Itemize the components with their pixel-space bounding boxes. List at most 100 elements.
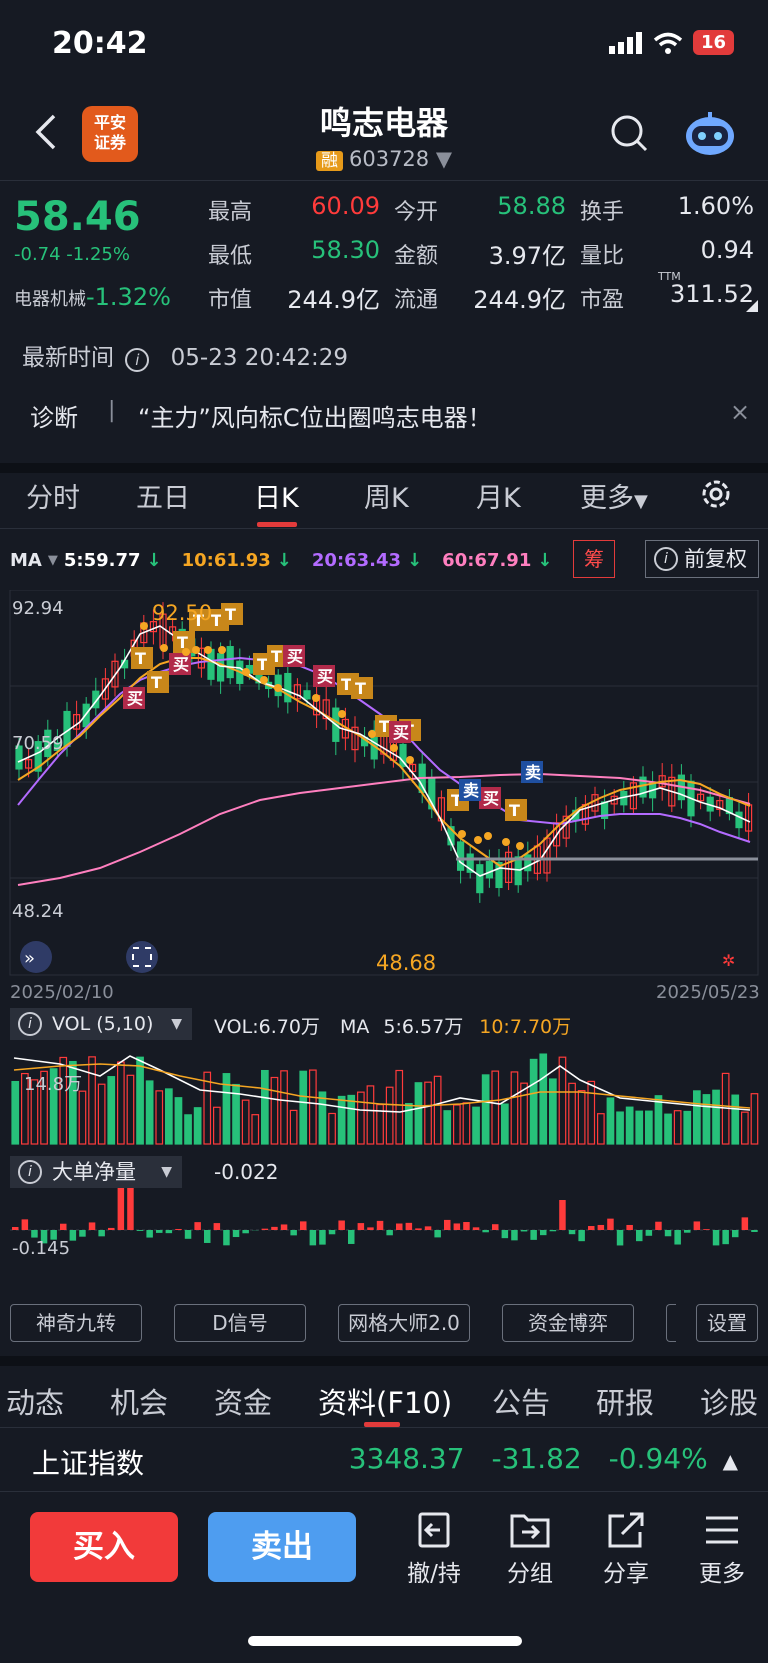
signal-dot: [484, 832, 492, 840]
market-index-row[interactable]: [0, 1428, 768, 1492]
sector-row[interactable]: 电器机械-1.32%: [14, 283, 171, 311]
volume-bar: [673, 1110, 682, 1145]
event-marker-icon[interactable]: ✲: [722, 951, 735, 970]
price-adjust-button[interactable]: i 前复权: [645, 540, 759, 578]
tab-f10[interactable]: 资料(F10): [318, 1386, 453, 1420]
volume-bar: [405, 1102, 413, 1145]
fund-game-button[interactable]: 资金博弈: [502, 1304, 634, 1342]
tab-daily-k[interactable]: 日K: [254, 483, 299, 514]
folder-icon: [510, 1514, 550, 1548]
net-bar: [98, 1230, 105, 1237]
volume-bar: [88, 1056, 96, 1145]
net-bar: [664, 1230, 672, 1237]
signal-dot: [390, 744, 398, 752]
net-bar: [732, 1230, 739, 1238]
signal-label: 买: [317, 667, 333, 686]
signal-badge: [123, 687, 145, 709]
net-bar: [511, 1230, 518, 1241]
volume-chart[interactable]: 14.8万: [0, 1040, 768, 1148]
close-icon[interactable]: ×: [730, 398, 751, 426]
big-order-indicator-selector[interactable]: i 大单净量 ▼: [10, 1156, 182, 1188]
cancel-hold-button[interactable]: 撤/持: [394, 1510, 474, 1588]
kline-chart[interactable]: TTTTTTTTTTTTTT买买买买买买卖卖 92.94 70.59 48.24…: [0, 590, 768, 1010]
candle-body: [524, 854, 532, 872]
volume-indicator-selector[interactable]: i VOL (5,10) ▼: [10, 1008, 192, 1040]
fullscreen-icon[interactable]: [126, 941, 158, 973]
signal-badge: [389, 721, 411, 743]
tab-intraday[interactable]: 分时: [26, 483, 80, 514]
grid-master-button[interactable]: 网格大师2.0: [338, 1304, 470, 1342]
tab-opportunity[interactable]: 机会: [110, 1386, 169, 1420]
diagnosis-text[interactable]: “主力”风向标C位出圈鸣志电器！: [138, 404, 492, 432]
low-label: 最低: [208, 244, 253, 269]
buy-button[interactable]: 买入: [30, 1512, 178, 1582]
amount-value: 3.97亿: [488, 242, 566, 270]
more-button[interactable]: 更多: [682, 1510, 762, 1588]
signal-label: T: [151, 673, 162, 692]
ma-legend[interactable]: MA ▼ 5:59.77 ↓ 10:61.93 ↓ 20:63.43 ↓ 60:67.…: [10, 550, 552, 572]
signal-badge: [221, 603, 243, 625]
y-axis-top: 92.94: [12, 598, 64, 619]
candle-body: [399, 743, 407, 767]
net-bar: [597, 1224, 605, 1230]
info-icon[interactable]: i: [125, 348, 150, 372]
tab-research[interactable]: 研报: [596, 1386, 655, 1420]
tab-announcements[interactable]: 公告: [492, 1386, 551, 1420]
tab-news[interactable]: 动态: [6, 1386, 65, 1420]
signal-label: T: [379, 717, 390, 736]
candle-body: [716, 800, 724, 810]
volume-bar: [241, 1099, 250, 1145]
volume-ratio-label: 量比: [580, 244, 625, 269]
magic-nine-button[interactable]: 神奇九转: [10, 1304, 142, 1342]
search-icon[interactable]: [610, 114, 650, 154]
candle-body: [514, 856, 522, 886]
signal-label: 买: [127, 689, 143, 708]
volume-bar: [443, 1110, 452, 1145]
volume-ratio-value: 0.94: [700, 236, 754, 264]
arrow-down-icon: ↓: [407, 550, 423, 571]
big-order-chart[interactable]: -0.145: [0, 1188, 768, 1296]
volume-bar: [165, 1088, 173, 1145]
sell-button[interactable]: 卖出: [208, 1512, 356, 1582]
expand-corner-icon[interactable]: [746, 300, 758, 312]
tab-diagnosis[interactable]: 诊股: [700, 1386, 759, 1420]
stock-code-row[interactable]: 融 603728 ▼: [0, 146, 768, 171]
tab-weekly-k[interactable]: 周K: [364, 483, 409, 514]
gear-icon[interactable]: [698, 476, 734, 512]
volume-bar: [606, 1097, 615, 1145]
d-signal-button[interactable]: D信号: [174, 1304, 306, 1342]
tab-five-day[interactable]: 五日: [136, 483, 190, 514]
wifi-icon: [653, 32, 683, 54]
stock-name[interactable]: 鸣志电器: [319, 104, 448, 142]
volume-bar: [261, 1069, 269, 1145]
big-order-label: 大单净量: [52, 1160, 136, 1184]
signal-label: T: [177, 633, 188, 652]
volume-bar: [433, 1075, 442, 1145]
robot-assistant-icon[interactable]: [682, 110, 738, 158]
net-bar: [501, 1230, 509, 1239]
sector-name: 电器机械: [14, 289, 86, 310]
chip-distribution-button[interactable]: 筹: [573, 540, 615, 578]
home-indicator[interactable]: [248, 1636, 522, 1646]
candle-body: [639, 776, 647, 798]
big-order-axis-label: -0.145: [12, 1238, 70, 1259]
volume-bar: [692, 1090, 701, 1145]
y-axis-mid: 70.59: [12, 733, 64, 754]
expand-up-icon[interactable]: ▲: [722, 1449, 738, 1473]
fast-forward-icon[interactable]: [20, 941, 52, 973]
more-tools-button[interactable]: [666, 1304, 676, 1342]
signal-dot: [338, 710, 346, 718]
candle-body: [226, 646, 234, 679]
tab-funds[interactable]: 资金: [214, 1386, 273, 1420]
tab-monthly-k[interactable]: 月K: [476, 483, 521, 514]
tab-more[interactable]: 更多▼: [580, 476, 648, 515]
back-icon[interactable]: [28, 112, 64, 152]
group-button[interactable]: 分组: [490, 1510, 570, 1588]
net-bar: [549, 1230, 557, 1232]
ma60-line: [17, 772, 751, 886]
share-button[interactable]: 分享: [586, 1510, 666, 1588]
signal-badge: [479, 787, 501, 809]
net-bar: [300, 1221, 307, 1230]
signal-dot: [192, 646, 200, 654]
tools-settings-button[interactable]: 设置: [696, 1304, 758, 1342]
